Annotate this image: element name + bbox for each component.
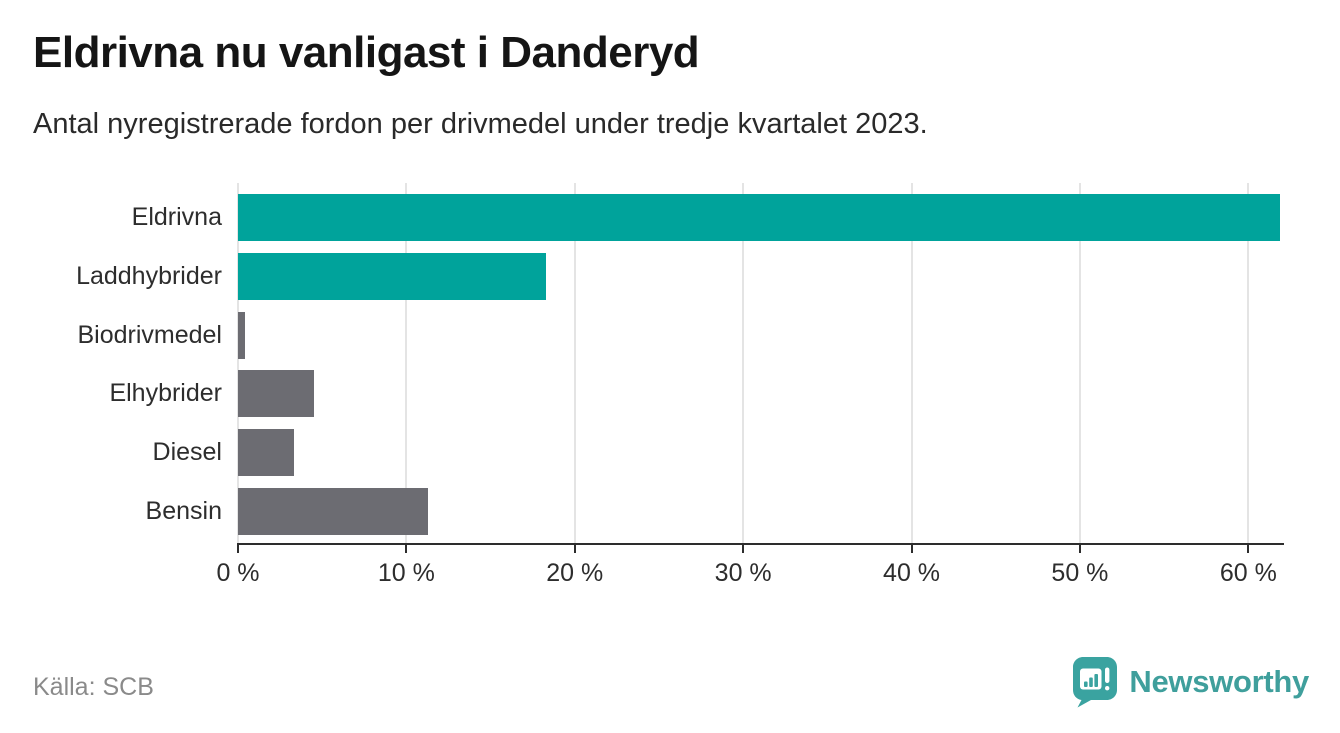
gridline [237,183,239,543]
category-label: Biodrivmedel [77,320,222,349]
x-axis-tick-label: 40 % [883,559,941,587]
gridline [405,183,408,543]
bar [238,370,314,418]
category-labels: Eldrivna Laddhybrider Biodrivmedel Elhybrid… [0,183,222,543]
bar-chart: Eldrivna Laddhybrider Biodrivmedel Elhybrid… [0,183,1340,587]
bar [238,194,1281,241]
x-axis-tick [1078,544,1081,553]
chart-subtitle: Antal nyregistrerade fordon per drivmede… [33,108,928,140]
x-axis-tick [1247,544,1250,553]
x-axis-tick [237,544,239,553]
x-axis-tick [405,544,408,553]
x-axis-tick-label: 20 % [546,559,604,587]
bar [238,429,294,477]
category-label: Bensin [145,497,222,525]
chart-title: Eldrivna nu vanligast i Danderyd [33,28,700,77]
plot-area: 0 % 10 % 20 % 30 % 40 % 50 % 60 % [216,183,1282,587]
x-axis-tick-label: 30 % [714,559,772,587]
category-label: Elhybrider [109,379,222,408]
brand-name: Newsworthy [1129,664,1309,699]
newsworthy-logo-icon [1072,656,1118,708]
x-axis-tick-label: 60 % [1219,559,1277,587]
bar [238,488,429,535]
category-label: Laddhybrider [76,261,222,290]
x-axis-tick-label: 0 % [216,559,260,587]
x-axis-line [237,543,1284,545]
gridline [573,183,576,543]
gridline [1247,183,1250,543]
x-axis-tick-label: 50 % [1051,559,1109,587]
bar [238,252,547,300]
gridline [742,183,745,543]
x-axis-tick [573,544,576,553]
brand-link[interactable]: Newsworthy [1072,656,1309,708]
gridline [1078,183,1081,543]
x-axis-tick [742,544,745,553]
x-axis-tick-label: 10 % [377,559,435,587]
category-label: Diesel [152,438,222,467]
x-axis-tick [910,544,913,553]
category-label: Eldrivna [131,203,222,231]
bar [238,311,245,359]
source-text: Källa: SCB [33,673,154,701]
gridline [910,183,913,543]
